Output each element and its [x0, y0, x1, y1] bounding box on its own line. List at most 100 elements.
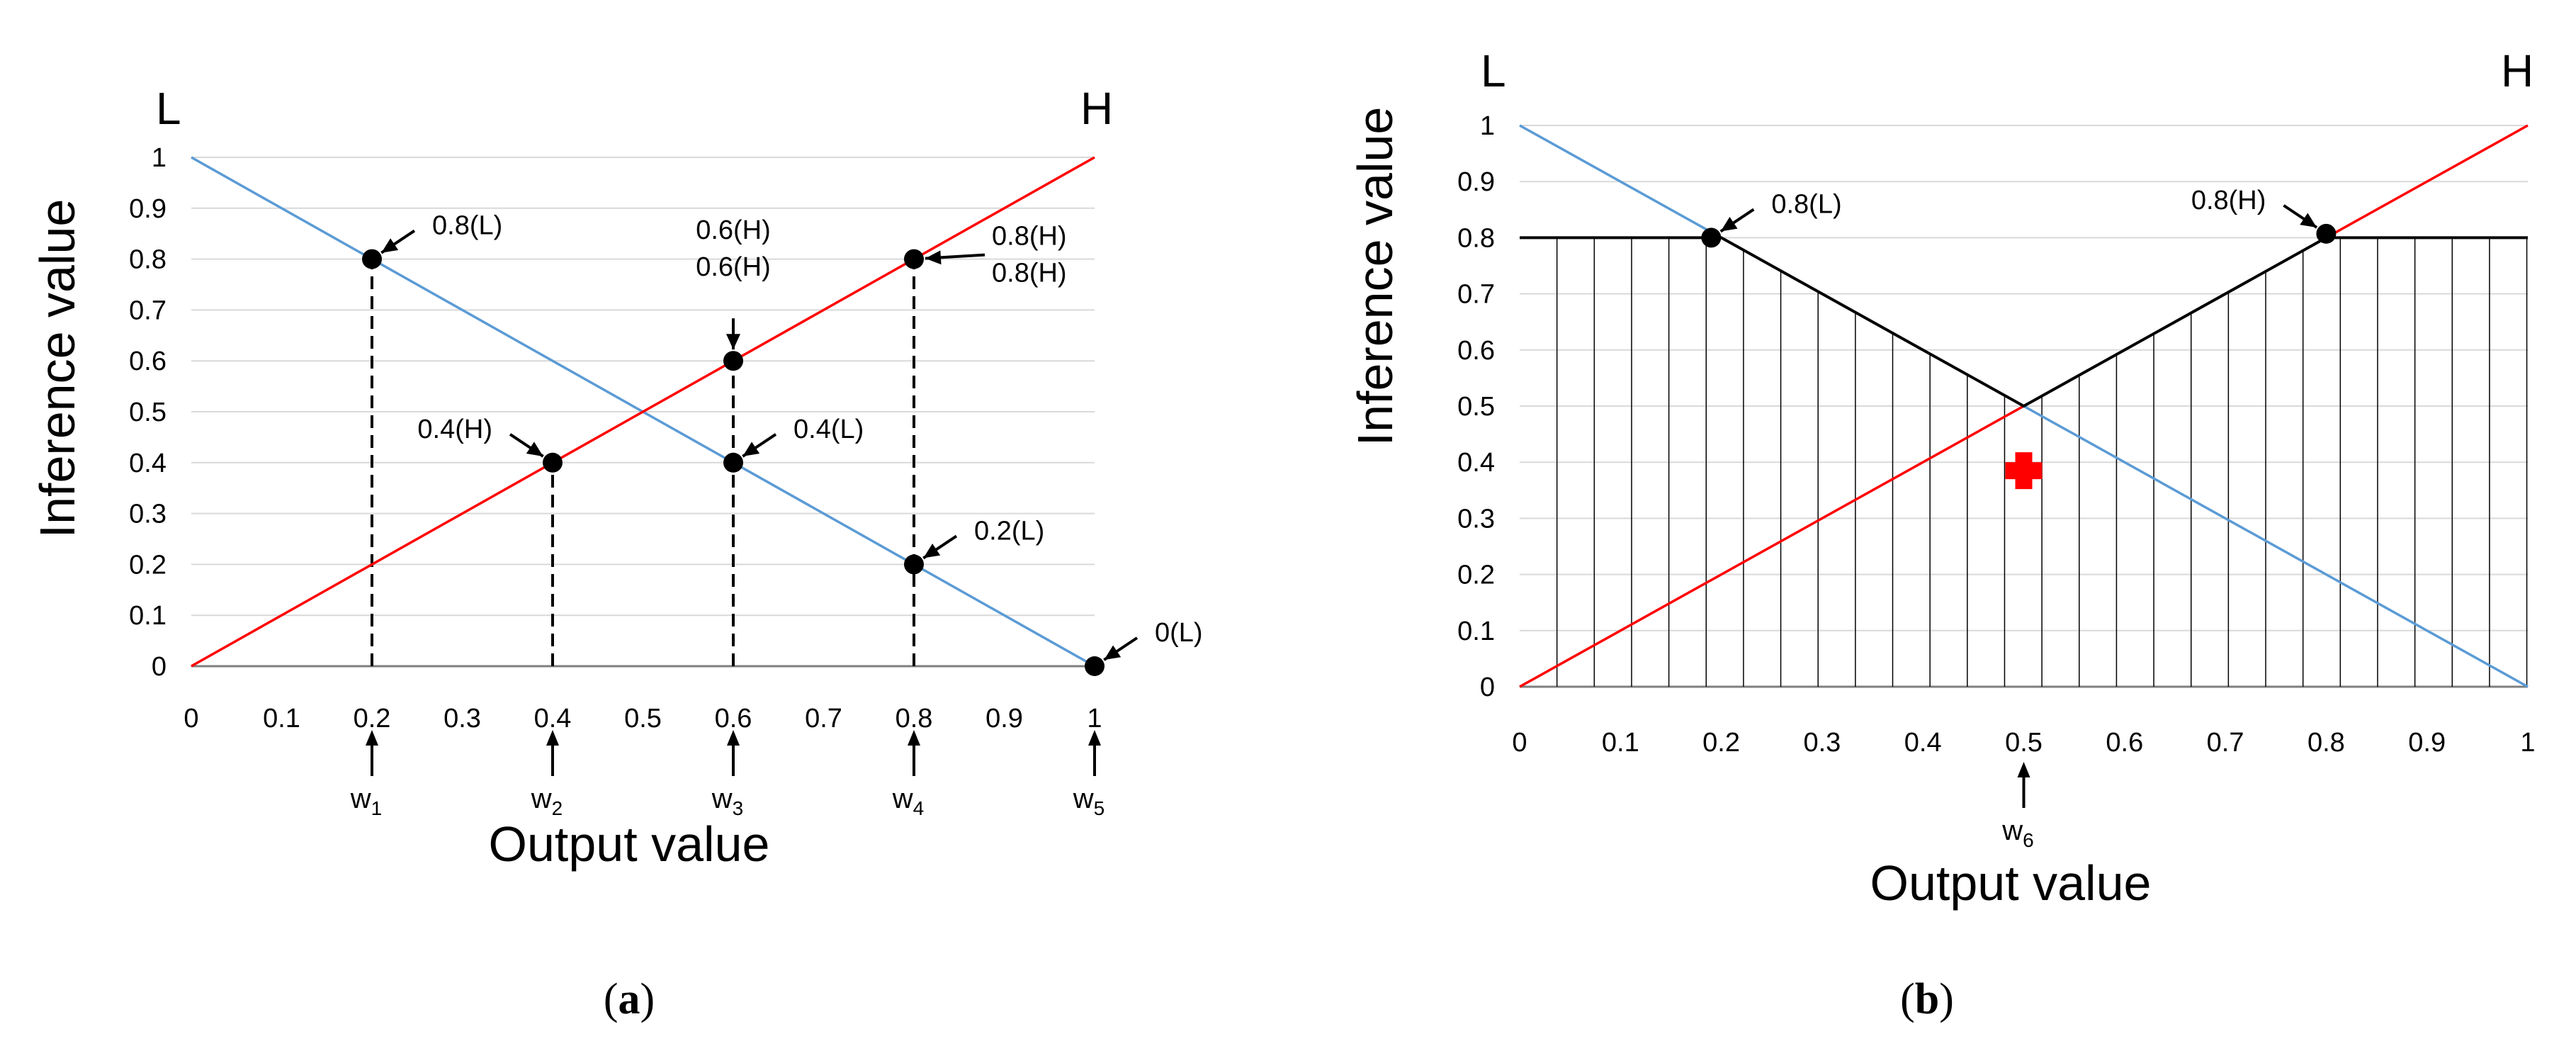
annotation-label: 0.2(L) [974, 516, 1044, 546]
x-tick-label: 0.1 [263, 704, 300, 734]
series-line-h [191, 156, 1095, 668]
series-a [191, 156, 1095, 668]
y-tick-label: 0.4 [129, 449, 166, 478]
x-tick-label: 0.3 [444, 704, 481, 734]
y-tick-label: 0.7 [129, 296, 166, 325]
data-point [1085, 656, 1105, 676]
x-tick-label: 0.8 [2307, 728, 2345, 758]
x-tick-label: 0.6 [715, 704, 752, 734]
weight-label: w4 [892, 783, 924, 819]
weight-label: w2 [531, 783, 563, 819]
annotation-label: 0.6(H) [696, 252, 771, 282]
y-tick-label: 0.6 [129, 347, 166, 376]
x-tick-label: 0 [1512, 728, 1527, 758]
x-tick-label: 0.4 [1904, 728, 1942, 758]
weight-label: w5 [1073, 783, 1105, 819]
weight-label-sub: 5 [1094, 797, 1105, 819]
markers-b [1701, 223, 2337, 490]
x-tick-label: 0.7 [805, 704, 842, 734]
weight-label-sub: 1 [371, 797, 383, 819]
y-tick-label: 0.2 [129, 550, 166, 580]
annotation-label: 0.4(L) [793, 415, 864, 444]
caption-letter-b: b [1915, 975, 1939, 1023]
annotation-arrowhead-1 [526, 442, 543, 456]
chart-a: 0.8(L)0.4(H)0.6(H)0.6(H)0.4(L)0.8(H)0.8(… [30, 83, 1203, 1023]
x-tick-label: 0 [183, 704, 198, 734]
series-line-aggregated [1520, 236, 2528, 408]
y-tick-label: 0.5 [1457, 392, 1495, 422]
x-tick-label: 0.5 [624, 704, 662, 734]
weight-label-base: w [350, 783, 371, 814]
annotations-a: 0.8(L) 0.4(H) 0.6(H) 0.6(H) 0.4(L) 0.8(H) 0.8(… [380, 211, 1203, 661]
weight-arrowhead [908, 730, 920, 746]
x-axis-label-b: Output value [1870, 855, 2152, 911]
y-tick-label: 0.7 [1457, 280, 1495, 310]
x-tick-label: 1 [2520, 728, 2535, 758]
x-tick-label: 0.1 [1602, 728, 1639, 758]
data-point [543, 452, 563, 473]
right-tag-a: H [1080, 83, 1113, 134]
y-tick-label: 0.6 [1457, 336, 1495, 366]
x-tick-label: 0.2 [1702, 728, 1740, 758]
y-tick-label: 0.3 [1457, 504, 1495, 534]
y-tick-label: 0 [1480, 673, 1495, 702]
annotation-label: 0.6(H) [696, 215, 771, 245]
annotation-arrowhead-0 [381, 238, 399, 253]
x-tick-label: 0.6 [2106, 728, 2143, 758]
right-tag-b: H [2501, 45, 2533, 96]
y-axis-label-a: Inference value [30, 199, 85, 539]
x-tick-label: 0.7 [2207, 728, 2244, 758]
weight-label: w6 [2001, 815, 2033, 851]
weights-b: w6 [2001, 762, 2034, 851]
data-point [723, 351, 743, 371]
x-tick-label: 0.8 [896, 704, 933, 734]
annotation-arrowhead-4 [742, 442, 760, 456]
y-tick-label: 0.1 [129, 601, 166, 631]
data-point [723, 452, 743, 473]
y-tick-label: 0.3 [129, 500, 166, 529]
x-tick-label: 0.9 [2408, 728, 2446, 758]
weight-label-base: w [1073, 783, 1094, 814]
weight-label-sub: 6 [2023, 829, 2034, 851]
left-tag-a: L [156, 83, 181, 134]
x-tick-label: 1 [1087, 704, 1102, 734]
weight-arrowhead [2017, 762, 2030, 777]
y-ticks-a: 0 0.1 0.2 0.3 0.4 0.5 0.6 0.7 0.8 0.9 1 [129, 143, 166, 682]
chart-b: 0.8(L) 0.8(H) w6 0 0.1 0.2 0.3 0.4 0.5 0.6 0.7 0.… [1348, 45, 2536, 1023]
annotation-label: 0(L) [1155, 618, 1203, 648]
weight-arrowhead [546, 730, 559, 746]
annotation-arrowhead-8 [1104, 645, 1122, 661]
y-tick-label: 1 [1480, 111, 1495, 141]
x-ticks-b: 0 0.1 0.2 0.3 0.4 0.5 0.6 0.7 0.8 0.9 1 [1512, 728, 2535, 758]
y-tick-label: 0.8 [1457, 223, 1495, 253]
weight-label-base: w [531, 783, 552, 814]
annotation-arrowhead-2 [726, 334, 740, 350]
annotations-b: 0.8(L) 0.8(H) [1719, 186, 2318, 233]
x-tick-label: 0.5 [2005, 728, 2043, 758]
series-b [1519, 124, 2529, 688]
caption-a: (a) [604, 975, 655, 1023]
annotation-arrowhead-5 [925, 250, 942, 265]
y-tick-label: 1 [152, 143, 166, 173]
weight-label-sub: 4 [913, 797, 925, 819]
x-tick-label: 0.3 [1803, 728, 1841, 758]
data-point [1701, 227, 1722, 248]
data-point [362, 249, 382, 269]
x-ticks-a: 0 0.1 0.2 0.3 0.4 0.5 0.6 0.7 0.8 0.9 1 [183, 704, 1102, 734]
centroid-marker [2005, 452, 2043, 490]
x-tick-label: 0.9 [985, 704, 1023, 734]
left-tag-b: L [1481, 45, 1506, 96]
annotation-label: 0.4(H) [417, 415, 492, 444]
caption-b: (b) [1900, 975, 1954, 1023]
annotation-arrowhead-0 [1720, 217, 1738, 232]
y-ticks-b: 0 0.1 0.2 0.3 0.4 0.5 0.6 0.7 0.8 0.9 1 [1457, 111, 1495, 702]
weight-label-sub: 2 [552, 797, 563, 819]
caption-letter-a: a [618, 975, 640, 1023]
y-tick-label: 0.2 [1457, 561, 1495, 590]
hatch-b [1556, 237, 2528, 687]
y-tick-label: 0.9 [1457, 167, 1495, 197]
y-axis-label-b: Inference value [1348, 107, 1403, 446]
y-tick-label: 0.5 [129, 398, 166, 427]
data-point [904, 249, 924, 269]
